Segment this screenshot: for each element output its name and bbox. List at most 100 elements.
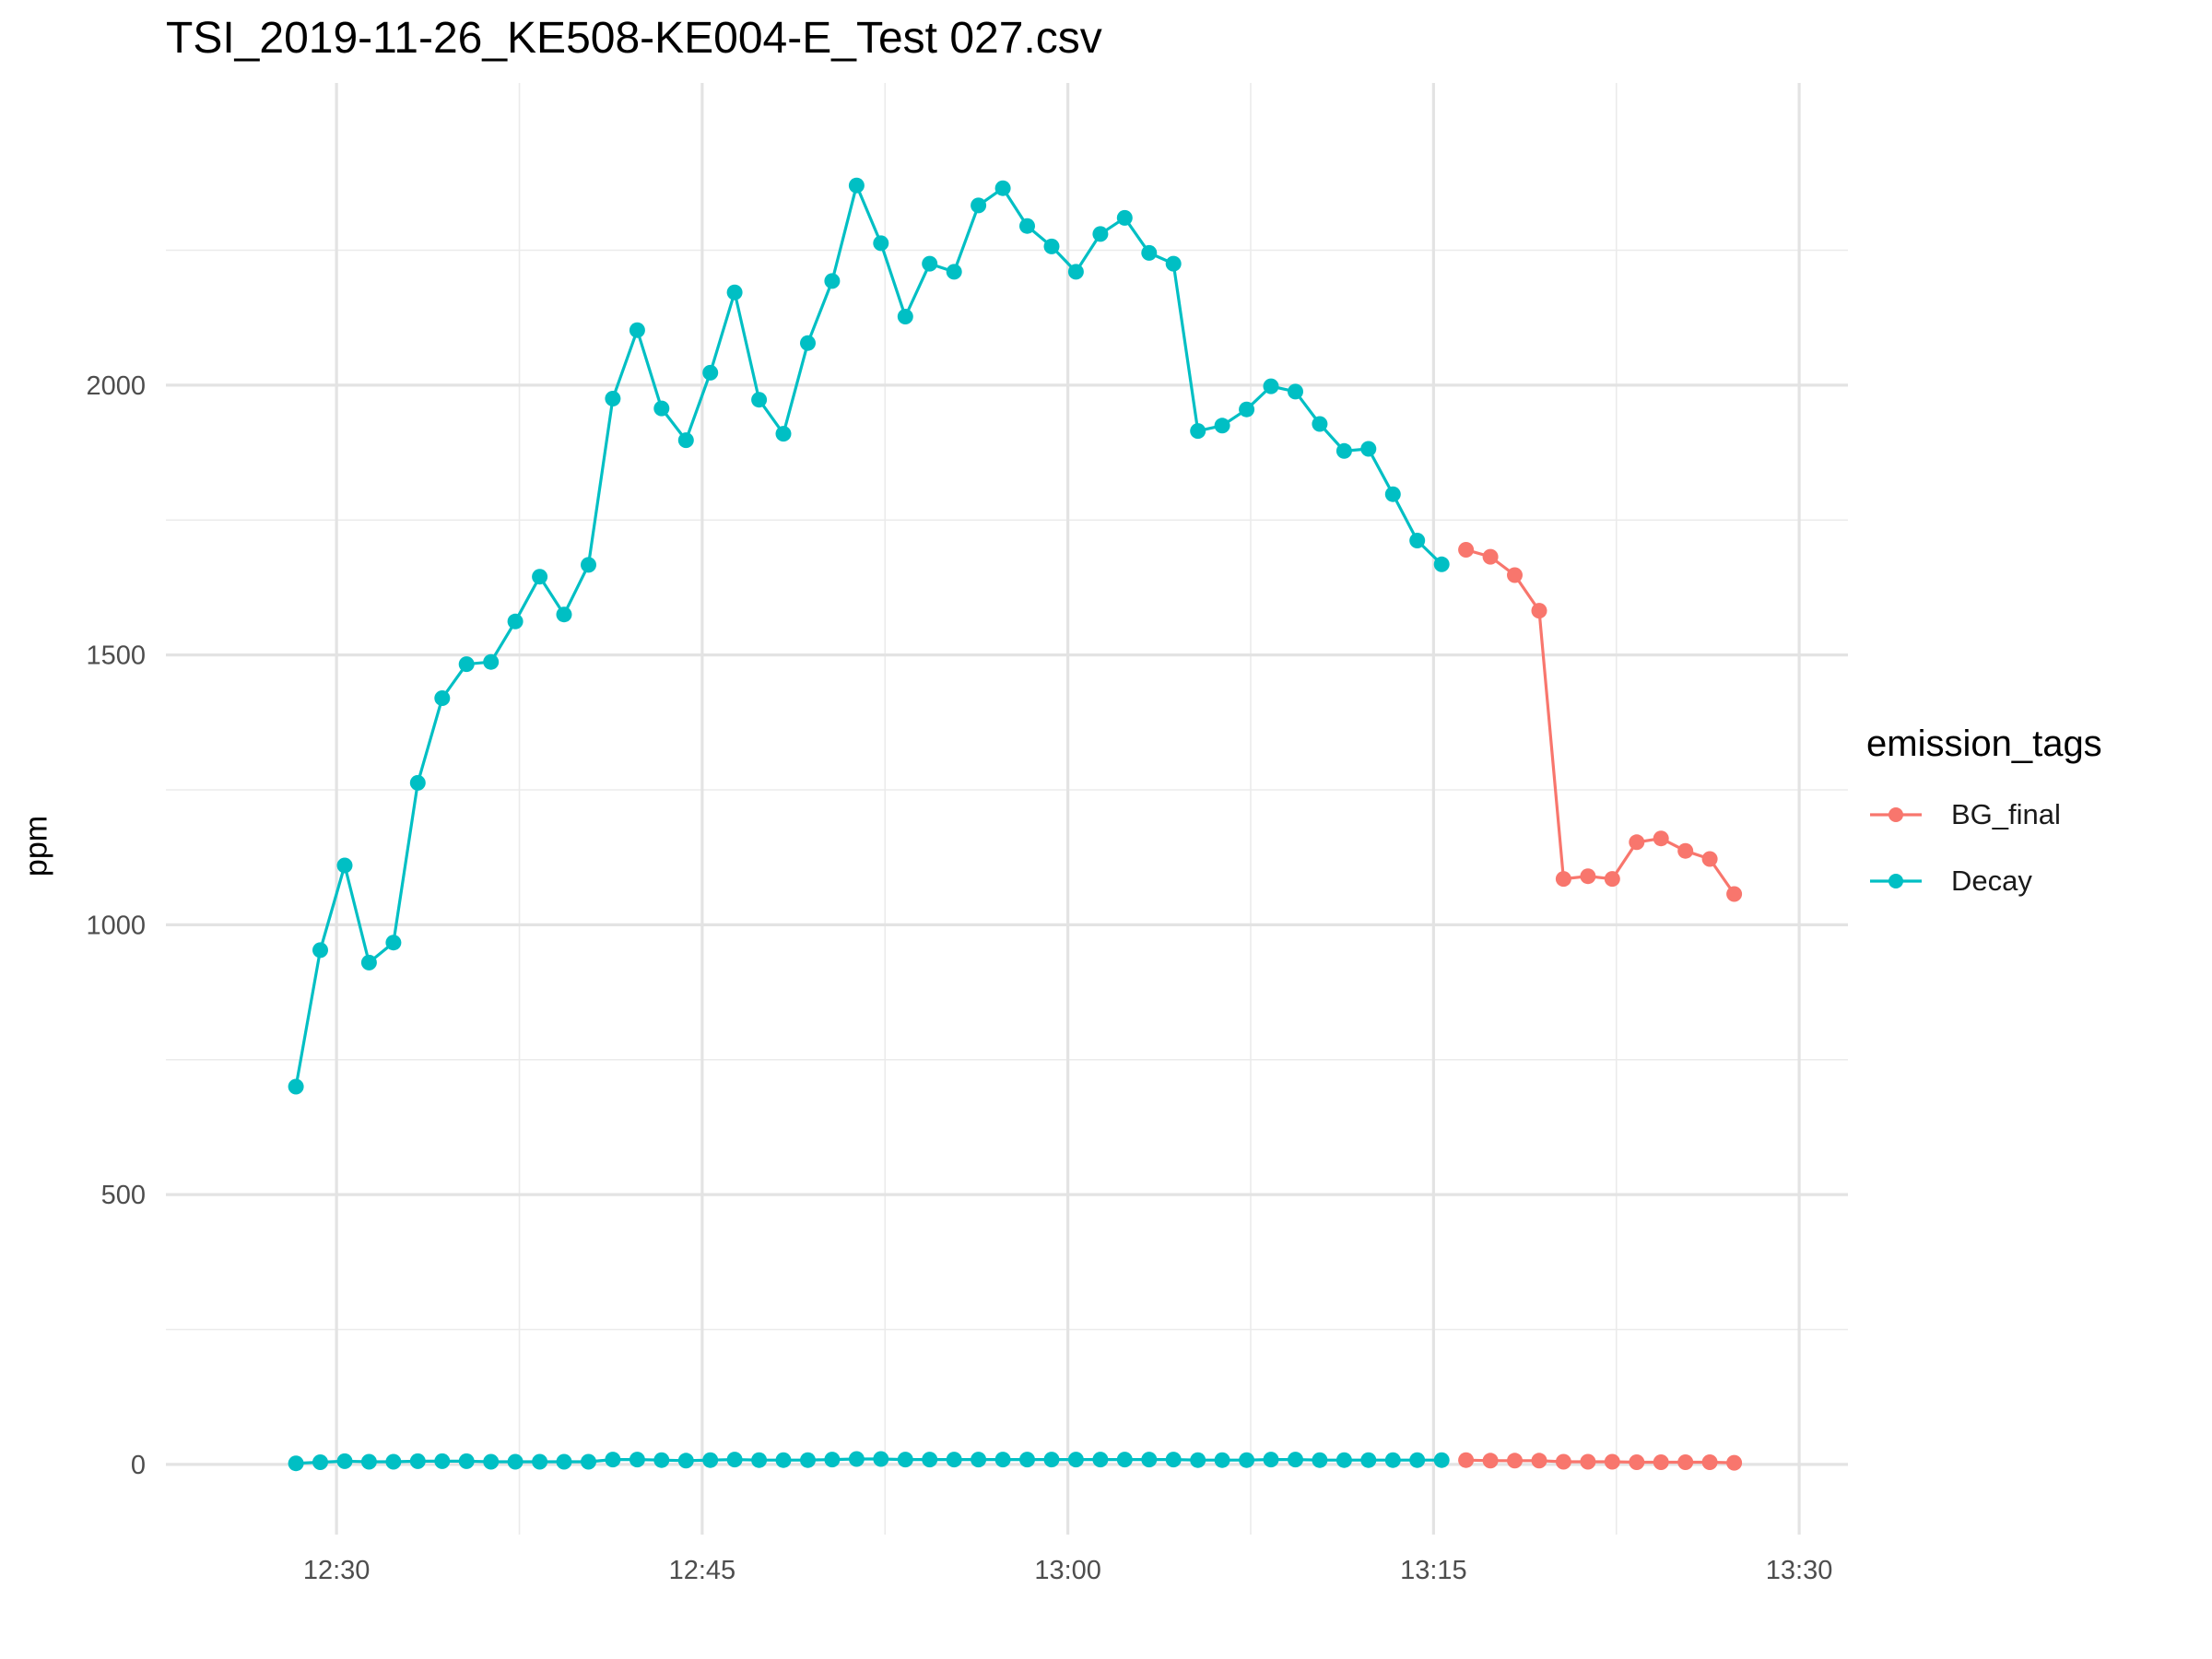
data-point-decay [702, 1452, 719, 1468]
data-point-decay [775, 1452, 792, 1468]
data-point-decay [605, 1452, 621, 1468]
data-point-decay [1263, 1452, 1279, 1468]
data-point-decay [1019, 1452, 1035, 1468]
data-point-decay [360, 1453, 377, 1470]
data-point-decay [922, 1452, 938, 1468]
data-point-bg-final [1580, 868, 1596, 885]
x-tick-label: 13:00 [1034, 1556, 1101, 1585]
data-point-decay [1165, 255, 1182, 272]
data-point-decay [1165, 1452, 1182, 1468]
data-point-decay [946, 264, 962, 280]
data-point-decay [824, 273, 841, 289]
data-point-decay [751, 392, 768, 408]
data-point-decay [1433, 1452, 1450, 1468]
data-point-bg-final [1653, 1454, 1669, 1470]
data-point-decay [434, 1453, 451, 1469]
legend: emission_tags BG_final Decay [1866, 724, 2102, 914]
data-point-bg-final [1580, 1453, 1596, 1470]
data-point-decay [848, 1451, 865, 1467]
data-point-bg-final [1482, 548, 1499, 565]
data-point-decay [360, 954, 377, 971]
data-point-decay [800, 1452, 816, 1468]
data-point-decay [897, 1452, 913, 1468]
data-point-decay [336, 1453, 353, 1469]
data-point-decay [1239, 1452, 1255, 1468]
data-point-decay [1067, 264, 1084, 280]
data-point-decay [1263, 378, 1279, 394]
data-point-decay [458, 656, 475, 673]
y-tick-label: 1000 [86, 911, 146, 940]
data-point-decay [556, 1453, 572, 1470]
x-tick-label: 12:45 [669, 1556, 736, 1585]
data-point-decay [677, 432, 694, 449]
data-point-decay [873, 235, 889, 252]
data-point-decay [653, 1452, 670, 1468]
data-point-decay [581, 557, 596, 573]
data-point-decay [653, 400, 670, 417]
data-point-decay [1288, 383, 1303, 400]
data-point-decay [507, 613, 524, 629]
data-point-decay [532, 1453, 548, 1470]
data-point-decay [483, 653, 500, 670]
data-point-decay [581, 1453, 596, 1470]
x-tick-label: 12:30 [303, 1556, 371, 1585]
legend-label-decay: Decay [1951, 865, 2032, 897]
data-point-decay [873, 1451, 889, 1467]
data-point-decay [775, 426, 792, 442]
data-point-decay [1409, 1452, 1426, 1468]
data-point-decay [994, 1452, 1011, 1468]
legend-key-decay [1870, 874, 1922, 888]
data-point-decay [605, 391, 621, 406]
data-point-decay [751, 1452, 768, 1468]
y-tick-label: 500 [101, 1181, 146, 1210]
data-point-bg-final [1507, 567, 1523, 583]
data-point-bg-final [1604, 1453, 1620, 1470]
data-point-decay [1384, 1452, 1401, 1468]
data-point-bg-final [1555, 1453, 1571, 1470]
data-point-decay [483, 1453, 500, 1470]
data-point-decay [1019, 218, 1035, 234]
data-point-bg-final [1629, 834, 1645, 851]
y-tick-label: 2000 [86, 371, 146, 401]
data-point-decay [1190, 423, 1206, 440]
y-tick-label: 1500 [86, 641, 146, 671]
data-point-decay [629, 322, 645, 338]
grid-layer [166, 83, 1848, 1535]
data-point-decay [1043, 238, 1060, 254]
data-point-decay [1384, 486, 1401, 502]
data-point-decay [312, 1454, 328, 1470]
data-point-decay [1067, 1452, 1084, 1468]
data-point-decay [458, 1453, 475, 1469]
data-point-decay [409, 774, 426, 791]
data-point-decay [1409, 533, 1426, 548]
data-point-decay [288, 1455, 304, 1472]
data-point-decay [1239, 401, 1255, 418]
series-line-bg-final [1465, 1458, 1735, 1465]
legend-key-bg-final [1870, 807, 1922, 822]
data-point-decay [1312, 1452, 1328, 1468]
axis-tick-labels: 0 500 1000 1500 2000 12:30 12:45 13:00 13:15 13:3… [86, 371, 1832, 1585]
legend-label-bg-final: BG_final [1951, 798, 2061, 830]
data-point-bg-final [1531, 603, 1547, 619]
data-point-decay [1092, 1452, 1109, 1468]
data-point-decay [726, 284, 743, 300]
data-point-decay [1335, 1452, 1352, 1468]
data-point-decay [507, 1453, 524, 1470]
data-point-decay [288, 1078, 304, 1095]
data-point-decay [702, 364, 719, 381]
data-point-bg-final [1677, 842, 1694, 859]
x-tick-label: 13:15 [1400, 1556, 1467, 1585]
data-point-decay [971, 197, 987, 214]
data-point-bg-final [1482, 1453, 1499, 1469]
data-point-bg-final [1701, 851, 1718, 867]
data-point-decay [1190, 1452, 1206, 1468]
data-point-bg-final [1604, 871, 1620, 888]
data-point-bg-final [1458, 1452, 1475, 1468]
series-line-decay [294, 183, 1443, 1088]
data-point-decay [1214, 1452, 1230, 1468]
data-point-decay [1116, 1452, 1133, 1468]
data-point-decay [434, 690, 451, 706]
data-point-decay [726, 1452, 743, 1468]
data-point-bg-final [1677, 1454, 1694, 1470]
